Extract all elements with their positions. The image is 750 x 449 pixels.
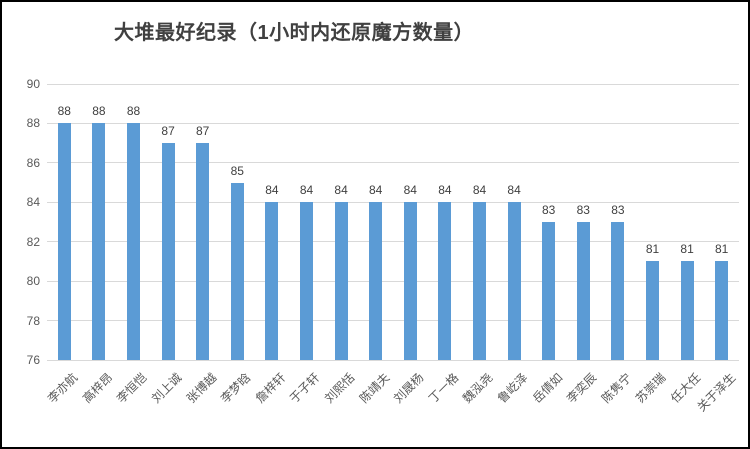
bar-value-label: 84 xyxy=(438,183,452,198)
bar-value-label: 88 xyxy=(57,104,71,119)
x-axis-label: 丁一格 xyxy=(425,370,462,406)
gridline xyxy=(47,122,739,124)
bar-value-label: 84 xyxy=(265,183,279,198)
bar xyxy=(403,202,417,360)
bar xyxy=(196,143,210,360)
bar-value-label: 83 xyxy=(576,203,590,217)
x-axis-label: 詹梓轩 xyxy=(252,370,289,406)
bar xyxy=(300,202,313,360)
bar-value-label: 81 xyxy=(715,242,729,257)
bar-value-label: 88 xyxy=(126,104,141,119)
bar-value-label: 84 xyxy=(403,183,417,198)
x-axis-label: 陈靖夫 xyxy=(356,370,393,406)
bar xyxy=(334,202,348,360)
y-axis-tick-label: 90 xyxy=(26,77,40,91)
gridline xyxy=(47,201,739,203)
chart-title: 大堆最好纪录（1小时内还原魔方数量） xyxy=(114,22,475,44)
bar xyxy=(611,222,625,360)
y-axis-tick-label: 78 xyxy=(26,313,40,328)
bar-value-label: 84 xyxy=(507,183,521,198)
bar xyxy=(92,123,106,360)
bar-value-label: 81 xyxy=(680,242,694,257)
bar-value-label: 81 xyxy=(645,242,660,257)
x-axis-label: 高梓昂 xyxy=(79,370,116,406)
gridline xyxy=(47,241,739,243)
bar-value-label: 87 xyxy=(161,124,175,139)
x-axis-label: 李恒恺 xyxy=(114,370,150,406)
x-axis-label: 李奕辰 xyxy=(564,370,600,406)
bar-value-label: 87 xyxy=(196,124,210,139)
gridline xyxy=(47,359,739,361)
bar xyxy=(646,261,659,360)
x-axis-label: 张博越 xyxy=(183,370,220,406)
x-axis-label: 鲁屹泽 xyxy=(495,370,531,406)
y-axis-tick-label: 80 xyxy=(26,274,40,289)
bar xyxy=(473,202,486,360)
bar xyxy=(507,202,521,360)
y-axis-tick-label: 88 xyxy=(26,116,40,131)
bar xyxy=(57,123,71,360)
x-axis-label: 刘熙恬 xyxy=(322,370,358,406)
bar-value-label: 84 xyxy=(369,183,383,198)
bar-value-label: 84 xyxy=(334,183,348,198)
x-axis-label: 于子轩 xyxy=(287,370,323,406)
bar-value-label: 84 xyxy=(472,183,487,198)
y-axis-tick-label: 82 xyxy=(26,234,40,249)
y-axis-tick-label: 76 xyxy=(26,353,40,367)
bar xyxy=(230,182,244,360)
bar xyxy=(127,123,140,360)
bar-value-label: 88 xyxy=(92,104,106,119)
bar xyxy=(438,202,452,360)
bar-value-label: 83 xyxy=(611,203,625,217)
bar xyxy=(576,222,590,360)
bar-value-label: 85 xyxy=(230,163,244,178)
y-axis-tick-label: 86 xyxy=(26,155,40,170)
bar xyxy=(680,261,694,360)
bar xyxy=(369,202,383,360)
x-axis-label: 李亦航 xyxy=(45,370,81,406)
bar xyxy=(542,222,556,360)
bar-value-label: 84 xyxy=(299,183,314,198)
gridline xyxy=(47,320,739,322)
x-axis-label: 岳倩如 xyxy=(529,370,566,406)
bar xyxy=(715,261,729,360)
x-axis-label: 李梦晗 xyxy=(218,370,254,406)
x-axis-label: 魏泓尧 xyxy=(460,370,496,406)
bar-value-label: 83 xyxy=(542,203,556,217)
gridline xyxy=(47,83,739,85)
x-axis-label: 刘晟杨 xyxy=(391,370,427,406)
x-axis-label: 苏崇瑞 xyxy=(633,370,669,406)
y-axis-tick-label: 84 xyxy=(26,195,40,210)
bar xyxy=(265,202,279,360)
plot-area: 88 李亦航 88 高梓昂 88 李恒恺 87 刘上诚 87 张博越 85 李梦晗 84 詹梓轩 84 于子轩… xyxy=(45,83,739,414)
gridline xyxy=(47,162,739,164)
x-axis-label: 刘上诚 xyxy=(149,370,185,406)
x-axis-label: 陈隽宁 xyxy=(598,370,635,406)
bar xyxy=(161,143,175,360)
gridline xyxy=(47,280,739,282)
